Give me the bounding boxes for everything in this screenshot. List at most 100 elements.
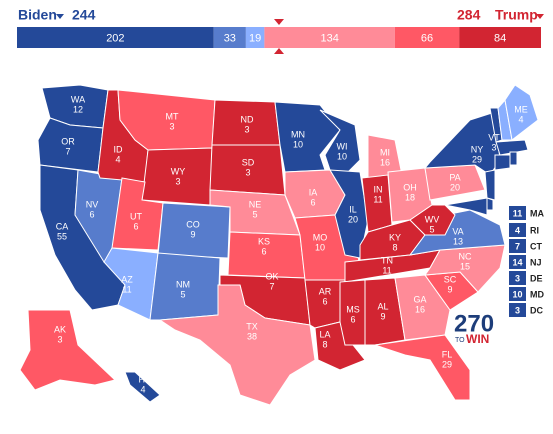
state-votes: 20	[348, 214, 358, 224]
state-votes: 13	[453, 236, 463, 246]
state-shape	[274, 101, 341, 173]
state-votes: 5	[180, 289, 185, 299]
state-votes: 12	[73, 104, 83, 114]
segment-label: 84	[494, 32, 506, 44]
state-abbr: NC	[459, 251, 472, 261]
logo-win: WIN	[466, 332, 489, 346]
segment-label: 33	[224, 32, 236, 44]
state-abbr: SD	[242, 157, 255, 167]
state-votes: 8	[392, 242, 397, 252]
state-shape	[509, 151, 518, 166]
state-box	[509, 206, 526, 220]
state-abbr: FL	[442, 349, 453, 359]
state-votes: 3	[169, 121, 174, 131]
state-votes: 15	[460, 261, 470, 271]
state-votes: 9	[190, 229, 195, 239]
state-votes: 16	[415, 304, 425, 314]
state-box	[509, 303, 526, 317]
state-abbr: ND	[241, 114, 254, 124]
state-votes: 3	[515, 305, 520, 315]
state-abbr: RI	[530, 225, 539, 235]
state-shape	[339, 279, 366, 346]
left-candidate[interactable]: Biden	[18, 7, 57, 23]
state-votes: 20	[450, 182, 460, 192]
state-votes: 11	[122, 284, 131, 294]
state-abbr: MT	[166, 111, 179, 121]
state-abbr: AK	[54, 324, 66, 334]
state-votes: 3	[244, 124, 249, 134]
segment-label: 66	[421, 32, 433, 44]
midpoint-marker	[274, 48, 284, 54]
state-votes: 8	[322, 339, 327, 349]
state-votes: 7	[515, 241, 520, 251]
state-shape	[157, 202, 231, 259]
segment-label: 134	[320, 32, 338, 44]
state-votes: 6	[261, 246, 266, 256]
state-shape	[409, 204, 456, 236]
state-abbr: NM	[176, 279, 190, 289]
state-abbr: VT	[488, 132, 500, 142]
state-abbr: KY	[389, 232, 401, 242]
state-votes: 7	[65, 146, 70, 156]
state-abbr: ID	[114, 144, 124, 154]
state-shape	[494, 154, 511, 171]
state-votes: 4	[115, 154, 120, 164]
state-abbr: DC	[530, 305, 543, 315]
state-votes: 10	[315, 242, 325, 252]
bar-segment	[459, 27, 541, 48]
state-shape	[504, 84, 539, 141]
bar-segment	[394, 27, 460, 48]
state-shape	[374, 334, 471, 401]
segment-label: 19	[249, 32, 261, 44]
state-abbr: IL	[349, 204, 357, 214]
dropdown-arrow[interactable]	[56, 14, 64, 19]
state-votes: 5	[429, 224, 434, 234]
state-votes: 10	[293, 139, 303, 149]
state-shape	[158, 284, 316, 406]
state-votes: 11	[382, 265, 391, 275]
state-votes: 4	[515, 225, 520, 235]
left-total: 244	[72, 7, 96, 23]
state-abbr: NY	[471, 144, 484, 154]
right-candidate[interactable]: Trump	[495, 7, 538, 23]
state-votes: 3	[515, 273, 520, 283]
state-abbr: CO	[186, 219, 200, 229]
state-abbr: WY	[171, 166, 186, 176]
header: Biden 244 284 Trump	[18, 7, 544, 54]
logo: 270 TO WIN	[454, 310, 494, 346]
state-abbr: UT	[130, 211, 142, 221]
state-votes: 3	[175, 176, 180, 186]
bar-segment	[245, 27, 265, 48]
state-shape	[19, 309, 117, 391]
state-abbr: MD	[530, 289, 544, 299]
state-shape	[444, 197, 488, 216]
state-votes: 10	[512, 289, 522, 299]
state-abbr: CT	[530, 241, 542, 251]
state-votes: 38	[247, 331, 257, 341]
state-abbr: NE	[249, 199, 262, 209]
state-votes: 6	[350, 314, 355, 324]
state-votes: 10	[337, 151, 347, 161]
small-state-list: 11 MA 4 RI 7 CT 14 NJ 3 DE 10 MD 3 DC	[509, 206, 544, 317]
state-box	[509, 255, 526, 269]
state-abbr: MI	[380, 147, 390, 157]
state-abbr: KS	[258, 236, 270, 246]
state-shape	[486, 197, 494, 211]
bar-segment	[264, 27, 395, 48]
state-votes: 9	[447, 284, 452, 294]
state-votes: 29	[472, 154, 482, 164]
state-votes: 5	[252, 209, 257, 219]
state-abbr: AZ	[121, 274, 133, 284]
state-abbr: NV	[86, 199, 99, 209]
state-shape	[423, 111, 501, 176]
state-abbr: PA	[449, 172, 460, 182]
dropdown-arrow[interactable]	[536, 14, 544, 19]
state-abbr: MA	[530, 208, 544, 218]
state-votes: 7	[269, 281, 274, 291]
state-box	[509, 223, 526, 237]
state-abbr: DE	[530, 273, 543, 283]
state-abbr: HI	[139, 374, 148, 384]
midpoint-marker	[274, 19, 284, 25]
